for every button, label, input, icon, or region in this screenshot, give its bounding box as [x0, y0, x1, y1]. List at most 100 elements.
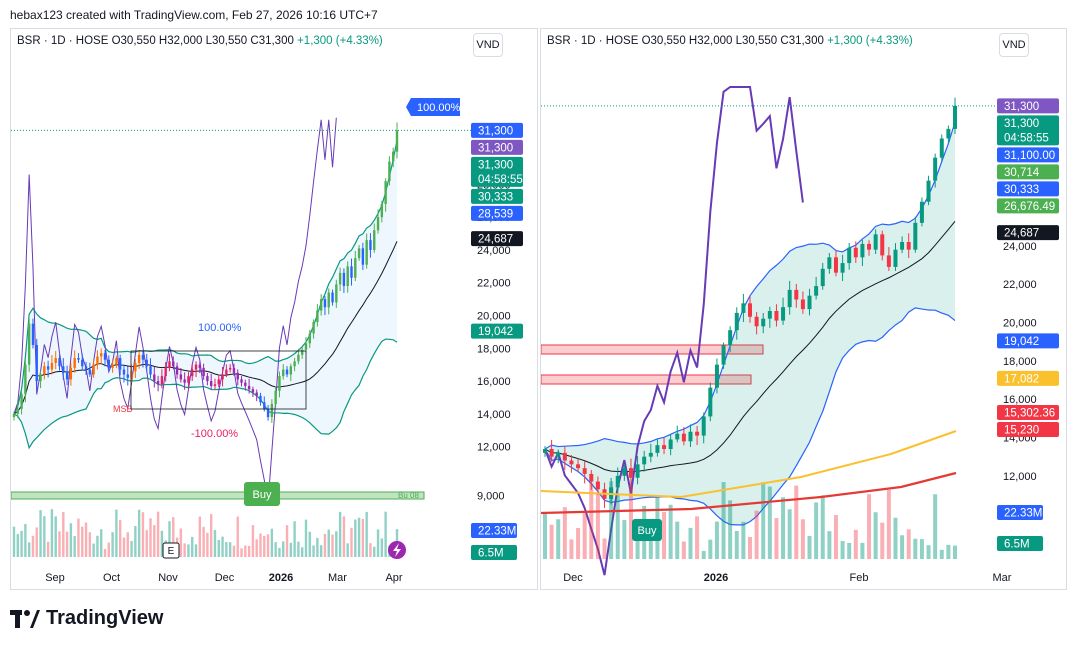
candle-body — [549, 449, 554, 457]
volume-bar — [228, 542, 232, 557]
candle-body — [754, 316, 759, 327]
candle-body — [24, 364, 27, 395]
volume-bar — [376, 529, 380, 557]
candle-body — [748, 303, 752, 317]
candle-body — [308, 333, 311, 344]
volume-bar — [893, 517, 898, 559]
volume-axis-label-bg — [997, 505, 1043, 520]
x-tick-label: Feb — [850, 572, 869, 584]
volume-bar — [906, 529, 911, 559]
volume-bar — [648, 528, 653, 559]
candle-body — [346, 266, 349, 286]
currency-button[interactable]: VND — [473, 33, 503, 57]
volume-bar — [156, 511, 160, 557]
candle-body — [847, 247, 852, 264]
candle-body — [122, 369, 126, 375]
candle-body — [662, 445, 667, 449]
x-tick-label: Mar — [993, 572, 1012, 584]
y-tick-label: 14,000 — [477, 409, 511, 421]
volume-bar — [221, 536, 224, 557]
candle-body — [373, 230, 376, 250]
volume-bar — [840, 541, 845, 559]
candle-body — [946, 128, 951, 139]
volume-bar — [191, 536, 194, 557]
volume-bar — [939, 549, 944, 559]
volume-bar — [714, 521, 719, 559]
volume-bar — [595, 493, 600, 559]
candle-body — [827, 257, 832, 269]
candle-body — [361, 248, 365, 265]
volume-bar — [209, 514, 213, 557]
candle-body — [800, 299, 805, 310]
candle-body — [81, 359, 84, 367]
price-axis-label: 31,300 — [478, 125, 513, 137]
candle-body — [160, 376, 164, 385]
volume-bar — [43, 516, 46, 557]
price-axis-label-bg — [471, 231, 523, 247]
y-tick-label: 24,000 — [1003, 241, 1037, 253]
volume-bar — [274, 542, 277, 557]
price-axis-label: 24,687 — [1004, 228, 1039, 240]
candle-body — [266, 408, 270, 418]
candle-body — [274, 390, 277, 404]
volume-bar — [556, 519, 561, 559]
candle-body — [781, 307, 786, 321]
earnings-event-label: E — [168, 546, 175, 557]
candle-body — [43, 366, 46, 375]
chart-canvas-right[interactable]: 10,00012,00014,00016,00018,00020,00022,0… — [541, 29, 1066, 589]
tradingview-logo[interactable]: TradingView — [10, 607, 163, 630]
candle-body — [300, 349, 304, 355]
volume-bar — [202, 526, 205, 557]
x-tick-label: Nov — [158, 572, 178, 584]
candle-body — [103, 353, 107, 360]
volume-bar — [622, 520, 627, 559]
price-axis-label: 15,230 — [1004, 425, 1039, 437]
chart-panel-left[interactable]: BSR · 1D · HOSE O30,550 H32,000 L30,550 … — [10, 28, 538, 590]
chart-canvas-left[interactable]: 9,000 12,000 14,000 16,000 18,000 20,000 22,00… — [11, 29, 537, 589]
price-axis-label: 17,082 — [1004, 373, 1039, 385]
bollinger-band-fill — [14, 140, 397, 448]
candle-body — [175, 366, 179, 375]
volume-bar — [46, 541, 50, 557]
volume-bar — [734, 531, 739, 559]
candle-body — [807, 295, 812, 310]
volume-bar — [794, 485, 799, 559]
candle-body — [933, 157, 938, 181]
volume-bar — [880, 522, 885, 559]
volume-bar — [285, 525, 289, 557]
volume-bar — [308, 531, 311, 557]
volume-bar — [919, 539, 924, 559]
candle-body — [331, 292, 334, 303]
volume-bar — [118, 520, 122, 557]
price-axis-label: 31,300 — [478, 159, 513, 171]
buy-signal-label: Buy — [638, 525, 657, 537]
volume-bar — [92, 543, 95, 557]
candle-body — [240, 379, 243, 383]
currency-button[interactable]: VND — [999, 33, 1029, 57]
symbol-legend: BSR · 1D · HOSE O30,550 H32,000 L30,550 … — [547, 35, 913, 47]
candle-body — [153, 374, 156, 382]
price-axis-label: 15,302.36 — [1004, 408, 1055, 420]
candle-body — [304, 343, 308, 350]
price-axis-label-bg — [471, 205, 523, 221]
candle-body — [635, 464, 640, 478]
buy-signal-bg — [632, 519, 662, 541]
candle-body — [191, 369, 194, 377]
candle-body — [100, 353, 103, 357]
candle-body — [576, 464, 581, 469]
candle-body — [27, 323, 31, 365]
candle-body — [721, 345, 726, 365]
price-axis-label-bg — [997, 164, 1059, 180]
candle-body — [46, 366, 50, 370]
candle-body — [335, 284, 338, 303]
volume-bar — [122, 537, 126, 557]
chart-panel-right[interactable]: BSR · 1D · HOSE O30,550 H32,000 L30,550 … — [540, 28, 1067, 590]
volume-bar — [217, 540, 220, 557]
countdown-label: 04:58:55 — [478, 174, 523, 186]
volume-bar — [316, 537, 319, 557]
x-tick-label: Sep — [45, 572, 65, 584]
price-axis-label: 28,539 — [478, 208, 513, 220]
y-tick-label: 16,000 — [477, 376, 511, 388]
volume-bar — [263, 535, 266, 557]
volume-axis-label-bg — [471, 523, 517, 538]
